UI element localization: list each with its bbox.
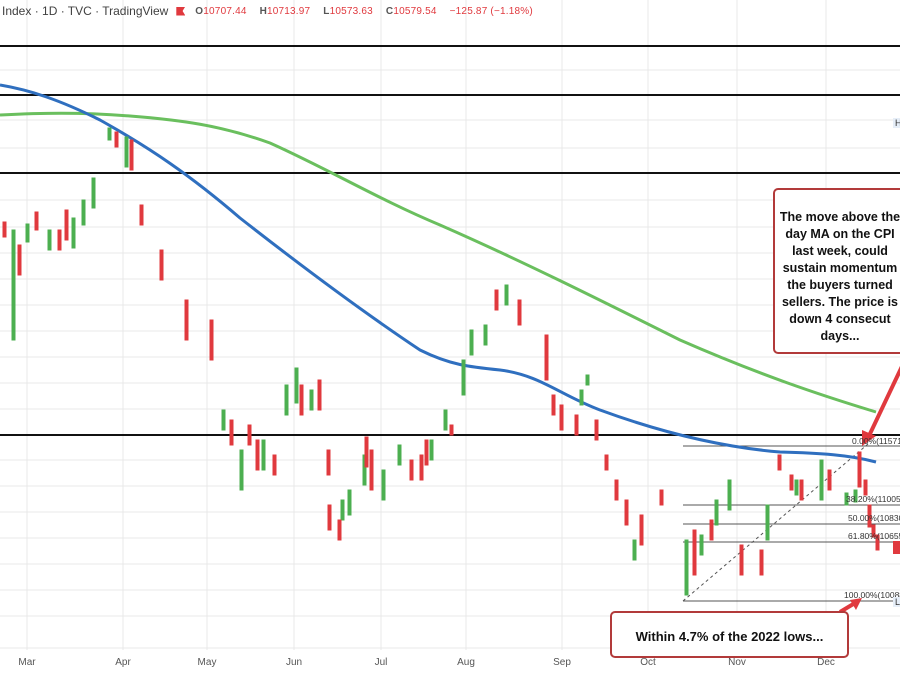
fib-label-50: 50.00%(10830 [848, 513, 900, 523]
ma200-line [0, 111, 877, 414]
x-label-nov: Nov [728, 657, 746, 668]
fib-retracement [683, 445, 900, 602]
candles [2, 127, 880, 596]
x-label-sep: Sep [553, 657, 571, 668]
support-resistance-lines [0, 45, 900, 436]
chart-header: Index · 1D · TVC · TradingView O10707.44… [0, 0, 538, 22]
change-value: −125.87 (−1.18%) [449, 5, 533, 17]
fib-label-382: 38.20%(11005 [846, 494, 900, 504]
ohlc-values: O10707.44 H10713.97 L10573.63 C10579.54 … [195, 5, 533, 17]
high-tag: H [893, 118, 900, 128]
x-label-dec: Dec [817, 657, 835, 668]
fib-trendline [682, 443, 869, 602]
grid [0, 0, 900, 650]
x-label-jun: Jun [285, 657, 303, 668]
annotation-arrows [838, 365, 900, 614]
price-tag [893, 541, 900, 554]
ma100-line [0, 83, 877, 464]
x-label-mar: Mar [18, 657, 36, 668]
symbol-title[interactable]: Index · 1D · TVC · TradingView [2, 4, 169, 18]
annotation-cpi-note: The move above the day MA on the CPI las… [773, 188, 900, 354]
flag-icon[interactable] [176, 6, 186, 16]
x-label-apr: Apr [115, 657, 131, 668]
annotation-lows-note: Within 4.7% of the 2022 lows... [610, 611, 849, 658]
low-tag: L [893, 597, 900, 607]
fib-label-100: 100.00%(10088 [844, 590, 900, 600]
x-label-aug: Aug [457, 657, 475, 668]
x-label-may: May [197, 657, 217, 668]
fib-label-618: 61.80%(10655 [848, 531, 900, 541]
x-label-oct: Oct [640, 657, 656, 668]
fib-label-0: 0.00%(11571 [852, 436, 900, 446]
x-label-jul: Jul [374, 657, 388, 668]
